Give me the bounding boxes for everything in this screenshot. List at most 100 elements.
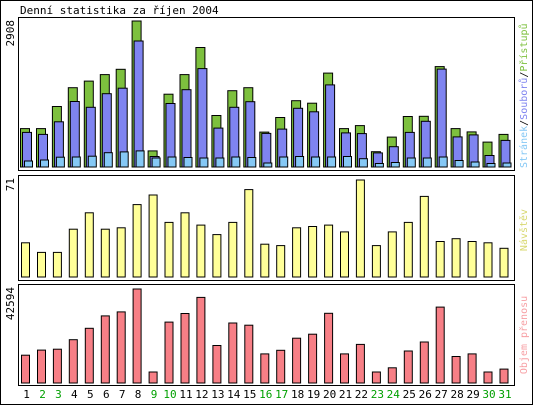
visits-bar-day-4 xyxy=(68,228,78,278)
kbytes-bar-day-8 xyxy=(132,288,142,384)
pages-bar-day-21 xyxy=(343,156,352,168)
x-tick-label-day-30: 30 xyxy=(482,388,495,401)
files-bar-day-11 xyxy=(181,89,192,168)
visits-bar-day-20 xyxy=(324,224,334,278)
visits-bar-day-30 xyxy=(483,242,493,278)
pages-bar-day-4 xyxy=(71,156,81,168)
pages-bar-day-24 xyxy=(390,162,400,168)
x-tick-label-day-2: 2 xyxy=(39,388,46,401)
visits-bar-day-3 xyxy=(52,251,62,278)
visits-bar-day-13 xyxy=(212,234,222,278)
visits-panel-legend: Návštěv xyxy=(518,209,530,251)
legend-separator-2: / xyxy=(519,72,530,78)
pages-bar-day-6 xyxy=(103,152,113,168)
kbytes-bar-day-7 xyxy=(116,311,126,384)
kbytes-bar-day-22 xyxy=(355,343,365,384)
kbytes-bar-day-5 xyxy=(84,327,94,384)
pages-bar-day-10 xyxy=(167,156,177,168)
x-tick-label-day-5: 5 xyxy=(87,388,94,401)
visits-bar-day-23 xyxy=(371,245,381,278)
x-tick-label-day-29: 29 xyxy=(466,388,479,401)
kbytes-bar-day-21 xyxy=(340,353,349,384)
x-tick-label-day-22: 22 xyxy=(355,388,368,401)
visits-bar-day-1 xyxy=(21,242,30,278)
files-bar-day-12 xyxy=(197,68,208,168)
visits-bar-day-9 xyxy=(148,194,158,278)
x-tick-label-day-18: 18 xyxy=(291,388,304,401)
x-tick-label-day-8: 8 xyxy=(135,388,142,401)
visits-bar-day-24 xyxy=(387,231,397,278)
pages-bar-day-16 xyxy=(263,162,273,168)
hits-panel-legend: Stránek/Souborů/Přístupů xyxy=(518,23,530,168)
pages-bar-day-5 xyxy=(87,155,97,168)
visits-bar-day-11 xyxy=(180,212,190,278)
pages-bar-day-26 xyxy=(422,157,432,168)
visits-bar-day-15 xyxy=(244,189,254,278)
pages-bar-day-17 xyxy=(279,156,289,168)
pages-bar-day-23 xyxy=(374,163,384,168)
kbytes-bar-day-20 xyxy=(324,312,334,384)
kbytes-bar-day-4 xyxy=(68,339,78,384)
pages-bar-day-11 xyxy=(183,157,193,168)
pages-bar-day-19 xyxy=(311,156,321,168)
legend-hits: Přístupů xyxy=(518,23,530,71)
visits-bar-day-12 xyxy=(196,224,206,278)
visits-bar-day-29 xyxy=(467,241,477,278)
visits-bar-day-19 xyxy=(308,226,318,278)
kbytes-panel-legend: Objem přenosu xyxy=(518,296,530,374)
visits-bar-day-22 xyxy=(355,179,365,278)
kbytes-bar-day-23 xyxy=(371,371,381,384)
x-tick-label-day-17: 17 xyxy=(275,388,288,401)
kbytes-bar-day-11 xyxy=(180,313,190,384)
kbytes-bar-day-18 xyxy=(292,337,302,384)
kbytes-bar-day-19 xyxy=(308,333,318,384)
kbytes-bar-day-12 xyxy=(196,296,206,384)
pages-bar-day-8 xyxy=(135,150,145,168)
visits-panel-ymax-label: 71 xyxy=(4,178,17,191)
kbytes-bar-day-31 xyxy=(499,368,509,384)
kbytes-bar-day-1 xyxy=(21,354,30,384)
visits-bar-day-10 xyxy=(164,221,174,278)
x-tick-label-day-14: 14 xyxy=(227,388,241,401)
pages-bar-day-2 xyxy=(40,159,49,168)
x-tick-label-day-6: 6 xyxy=(103,388,110,401)
visits-bar-day-21 xyxy=(340,231,349,278)
kbytes-bar-day-3 xyxy=(52,348,62,384)
pages-bar-day-28 xyxy=(454,160,464,168)
kbytes-bar-day-25 xyxy=(403,350,413,384)
pages-bar-day-29 xyxy=(470,161,480,168)
visits-bar-day-7 xyxy=(116,227,126,278)
kbytes-bar-day-6 xyxy=(100,315,110,384)
x-tick-label-day-9: 9 xyxy=(151,388,158,401)
x-tick-label-day-25: 25 xyxy=(403,388,416,401)
legend-files: Souborů xyxy=(518,78,530,120)
pages-bar-day-18 xyxy=(295,156,305,168)
files-bar-day-20 xyxy=(325,84,336,168)
kbytes-bar-day-29 xyxy=(467,353,477,384)
kbytes-bar-day-24 xyxy=(387,367,397,384)
pages-bar-day-13 xyxy=(215,157,225,168)
visits-bar-day-16 xyxy=(260,243,270,278)
pages-bar-day-22 xyxy=(358,158,368,168)
visits-bar-day-8 xyxy=(132,204,142,278)
kbytes-bar-day-26 xyxy=(419,341,429,384)
hits-panel-ymax-label: 2908 xyxy=(4,20,17,47)
x-tick-label-day-27: 27 xyxy=(435,388,448,401)
kbytes-bar-day-28 xyxy=(451,356,461,384)
x-tick-label-day-10: 10 xyxy=(163,388,176,401)
kbytes-bar-day-14 xyxy=(228,322,238,384)
x-tick-label-day-28: 28 xyxy=(450,388,463,401)
visits-bar-day-25 xyxy=(403,221,413,278)
x-tick-label-day-15: 15 xyxy=(243,388,256,401)
visits-bar-day-17 xyxy=(276,245,286,278)
x-tick-label-day-16: 16 xyxy=(259,388,272,401)
visits-bar-day-5 xyxy=(84,212,94,278)
pages-bar-day-14 xyxy=(231,156,241,168)
x-tick-label-day-21: 21 xyxy=(339,388,352,401)
visits-bar-day-18 xyxy=(292,227,302,278)
pages-bar-day-31 xyxy=(502,162,512,168)
pages-bar-day-27 xyxy=(438,156,448,168)
x-tick-label-day-11: 11 xyxy=(179,388,192,401)
files-bar-day-8 xyxy=(133,40,144,168)
visits-bar-day-27 xyxy=(435,241,445,278)
